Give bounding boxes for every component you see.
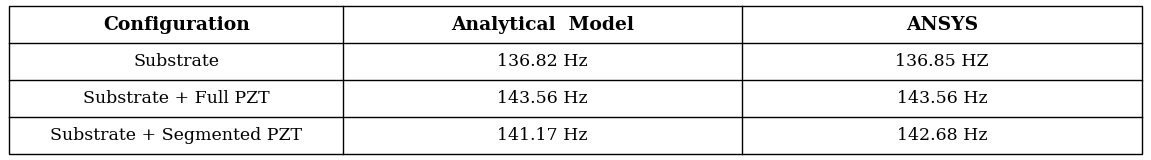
Text: 143.56 Hz: 143.56 Hz xyxy=(897,90,988,107)
Text: Substrate + Full PZT: Substrate + Full PZT xyxy=(83,90,269,107)
Text: Substrate + Segmented PZT: Substrate + Segmented PZT xyxy=(51,127,303,144)
Text: 143.56 Hz: 143.56 Hz xyxy=(497,90,588,107)
Text: 136.85 HZ: 136.85 HZ xyxy=(895,53,989,70)
Text: 141.17 Hz: 141.17 Hz xyxy=(497,127,588,144)
Text: Analytical  Model: Analytical Model xyxy=(451,16,634,34)
Text: 142.68 Hz: 142.68 Hz xyxy=(897,127,988,144)
Text: ANSYS: ANSYS xyxy=(906,16,978,34)
Text: Configuration: Configuration xyxy=(102,16,250,34)
Text: Substrate: Substrate xyxy=(134,53,219,70)
Text: 136.82 Hz: 136.82 Hz xyxy=(497,53,588,70)
